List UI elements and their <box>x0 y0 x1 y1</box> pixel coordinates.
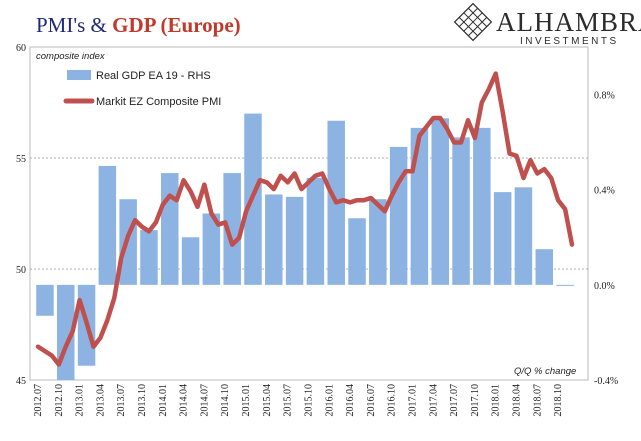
x-tick-label: 2017.01 <box>407 384 418 417</box>
x-tick-label: 2014.07 <box>199 384 210 417</box>
right-axis-label: Q/Q % change <box>514 366 576 377</box>
left-tick-label: 50 <box>16 265 26 276</box>
gdp-bar <box>431 118 449 285</box>
left-axis: 45 50 55 60 <box>16 43 26 387</box>
legend-label-pmi: Markit EZ Composite PMI <box>96 96 221 108</box>
right-tick-label: 0.0% <box>594 281 615 292</box>
pmi-line <box>35 71 575 367</box>
gdp-bar <box>223 173 241 285</box>
chart-title: PMI's & GDP (Europe) <box>36 13 241 37</box>
x-tick-label: 2018.07 <box>532 384 543 417</box>
x-tick-label: 2016.04 <box>345 384 356 417</box>
x-tick-label: 2013.01 <box>75 384 86 417</box>
x-tick-label: 2015.10 <box>303 384 314 417</box>
x-tick-label: 2014.04 <box>179 384 190 417</box>
gdp-bar <box>389 146 408 285</box>
right-tick-label: -0.4% <box>594 376 618 387</box>
gdp-bar <box>452 137 470 285</box>
x-tick-label: 2017.07 <box>449 384 460 417</box>
left-tick-label: 60 <box>16 43 26 54</box>
gdp-bar <box>514 187 533 285</box>
x-tick-label: 2015.04 <box>262 384 273 417</box>
plot-frame <box>29 46 589 381</box>
x-axis: 2012.07 2012.10 2013.01 2013.04 2013.07 2013.… <box>33 384 564 417</box>
legend-swatch-gdp <box>67 70 91 80</box>
gdp-bar <box>306 177 325 285</box>
gdp-bar <box>202 213 221 285</box>
left-tick-label: 55 <box>16 154 26 165</box>
gdp-bar <box>36 284 54 316</box>
right-axis: -0.4% 0.0% 0.4% 0.8% <box>594 91 618 387</box>
chart-title-part1: PMI's & <box>36 13 112 37</box>
gdp-bar <box>473 127 491 285</box>
x-tick-label: 2018.10 <box>553 384 564 417</box>
gdp-bar <box>369 199 387 285</box>
x-tick-label: 2018.01 <box>491 384 502 417</box>
logo-sub-text: INVESTMENTS <box>520 36 619 47</box>
line-layer <box>35 71 575 367</box>
gdp-bar <box>493 192 512 285</box>
x-tick-label: 2014.01 <box>158 384 169 417</box>
legend-label-gdp: Real GDP EA 19 - RHS <box>96 70 211 82</box>
alhambra-grid-icon <box>453 2 493 42</box>
x-tick-label: 2016.01 <box>324 384 335 417</box>
x-tick-label: 2017.10 <box>470 384 481 417</box>
gdp-bar <box>98 165 117 285</box>
gdp-bar <box>140 230 158 285</box>
x-tick-label: 2013.10 <box>137 384 148 417</box>
gdp-bar <box>535 249 554 285</box>
x-tick-label: 2018.04 <box>512 384 523 417</box>
gdp-bar <box>265 194 283 285</box>
legend: Real GDP EA 19 - RHS Markit EZ Composite… <box>63 70 221 108</box>
logo-main-text: ALHAMBRA <box>496 7 641 37</box>
x-tick-label: 2016.07 <box>366 384 377 417</box>
left-axis-label: composite index <box>36 51 106 62</box>
x-tick-label: 2015.01 <box>241 384 252 417</box>
gdp-bar <box>285 196 304 285</box>
gdp-bar <box>161 173 179 285</box>
x-tick-label: 2016.10 <box>387 384 398 417</box>
left-tick-label: 45 <box>16 376 26 387</box>
gdp-bar <box>348 218 366 285</box>
x-tick-label: 2012.10 <box>54 384 65 417</box>
gdp-bar <box>181 237 200 285</box>
x-tick-label: 2014.10 <box>220 384 231 417</box>
right-tick-label: 0.4% <box>594 186 615 197</box>
right-tick-label: 0.8% <box>594 91 615 102</box>
x-tick-label: 2013.07 <box>116 384 127 417</box>
bars-layer <box>36 113 574 380</box>
x-tick-label: 2017.04 <box>428 384 439 417</box>
chart-title-part2: GDP (Europe) <box>112 13 241 37</box>
x-tick-label: 2015.07 <box>283 384 294 417</box>
gdp-bar <box>410 127 429 285</box>
gdp-bar <box>556 284 574 286</box>
x-tick-label: 2012.07 <box>33 384 44 417</box>
x-tick-label: 2013.04 <box>95 384 106 417</box>
